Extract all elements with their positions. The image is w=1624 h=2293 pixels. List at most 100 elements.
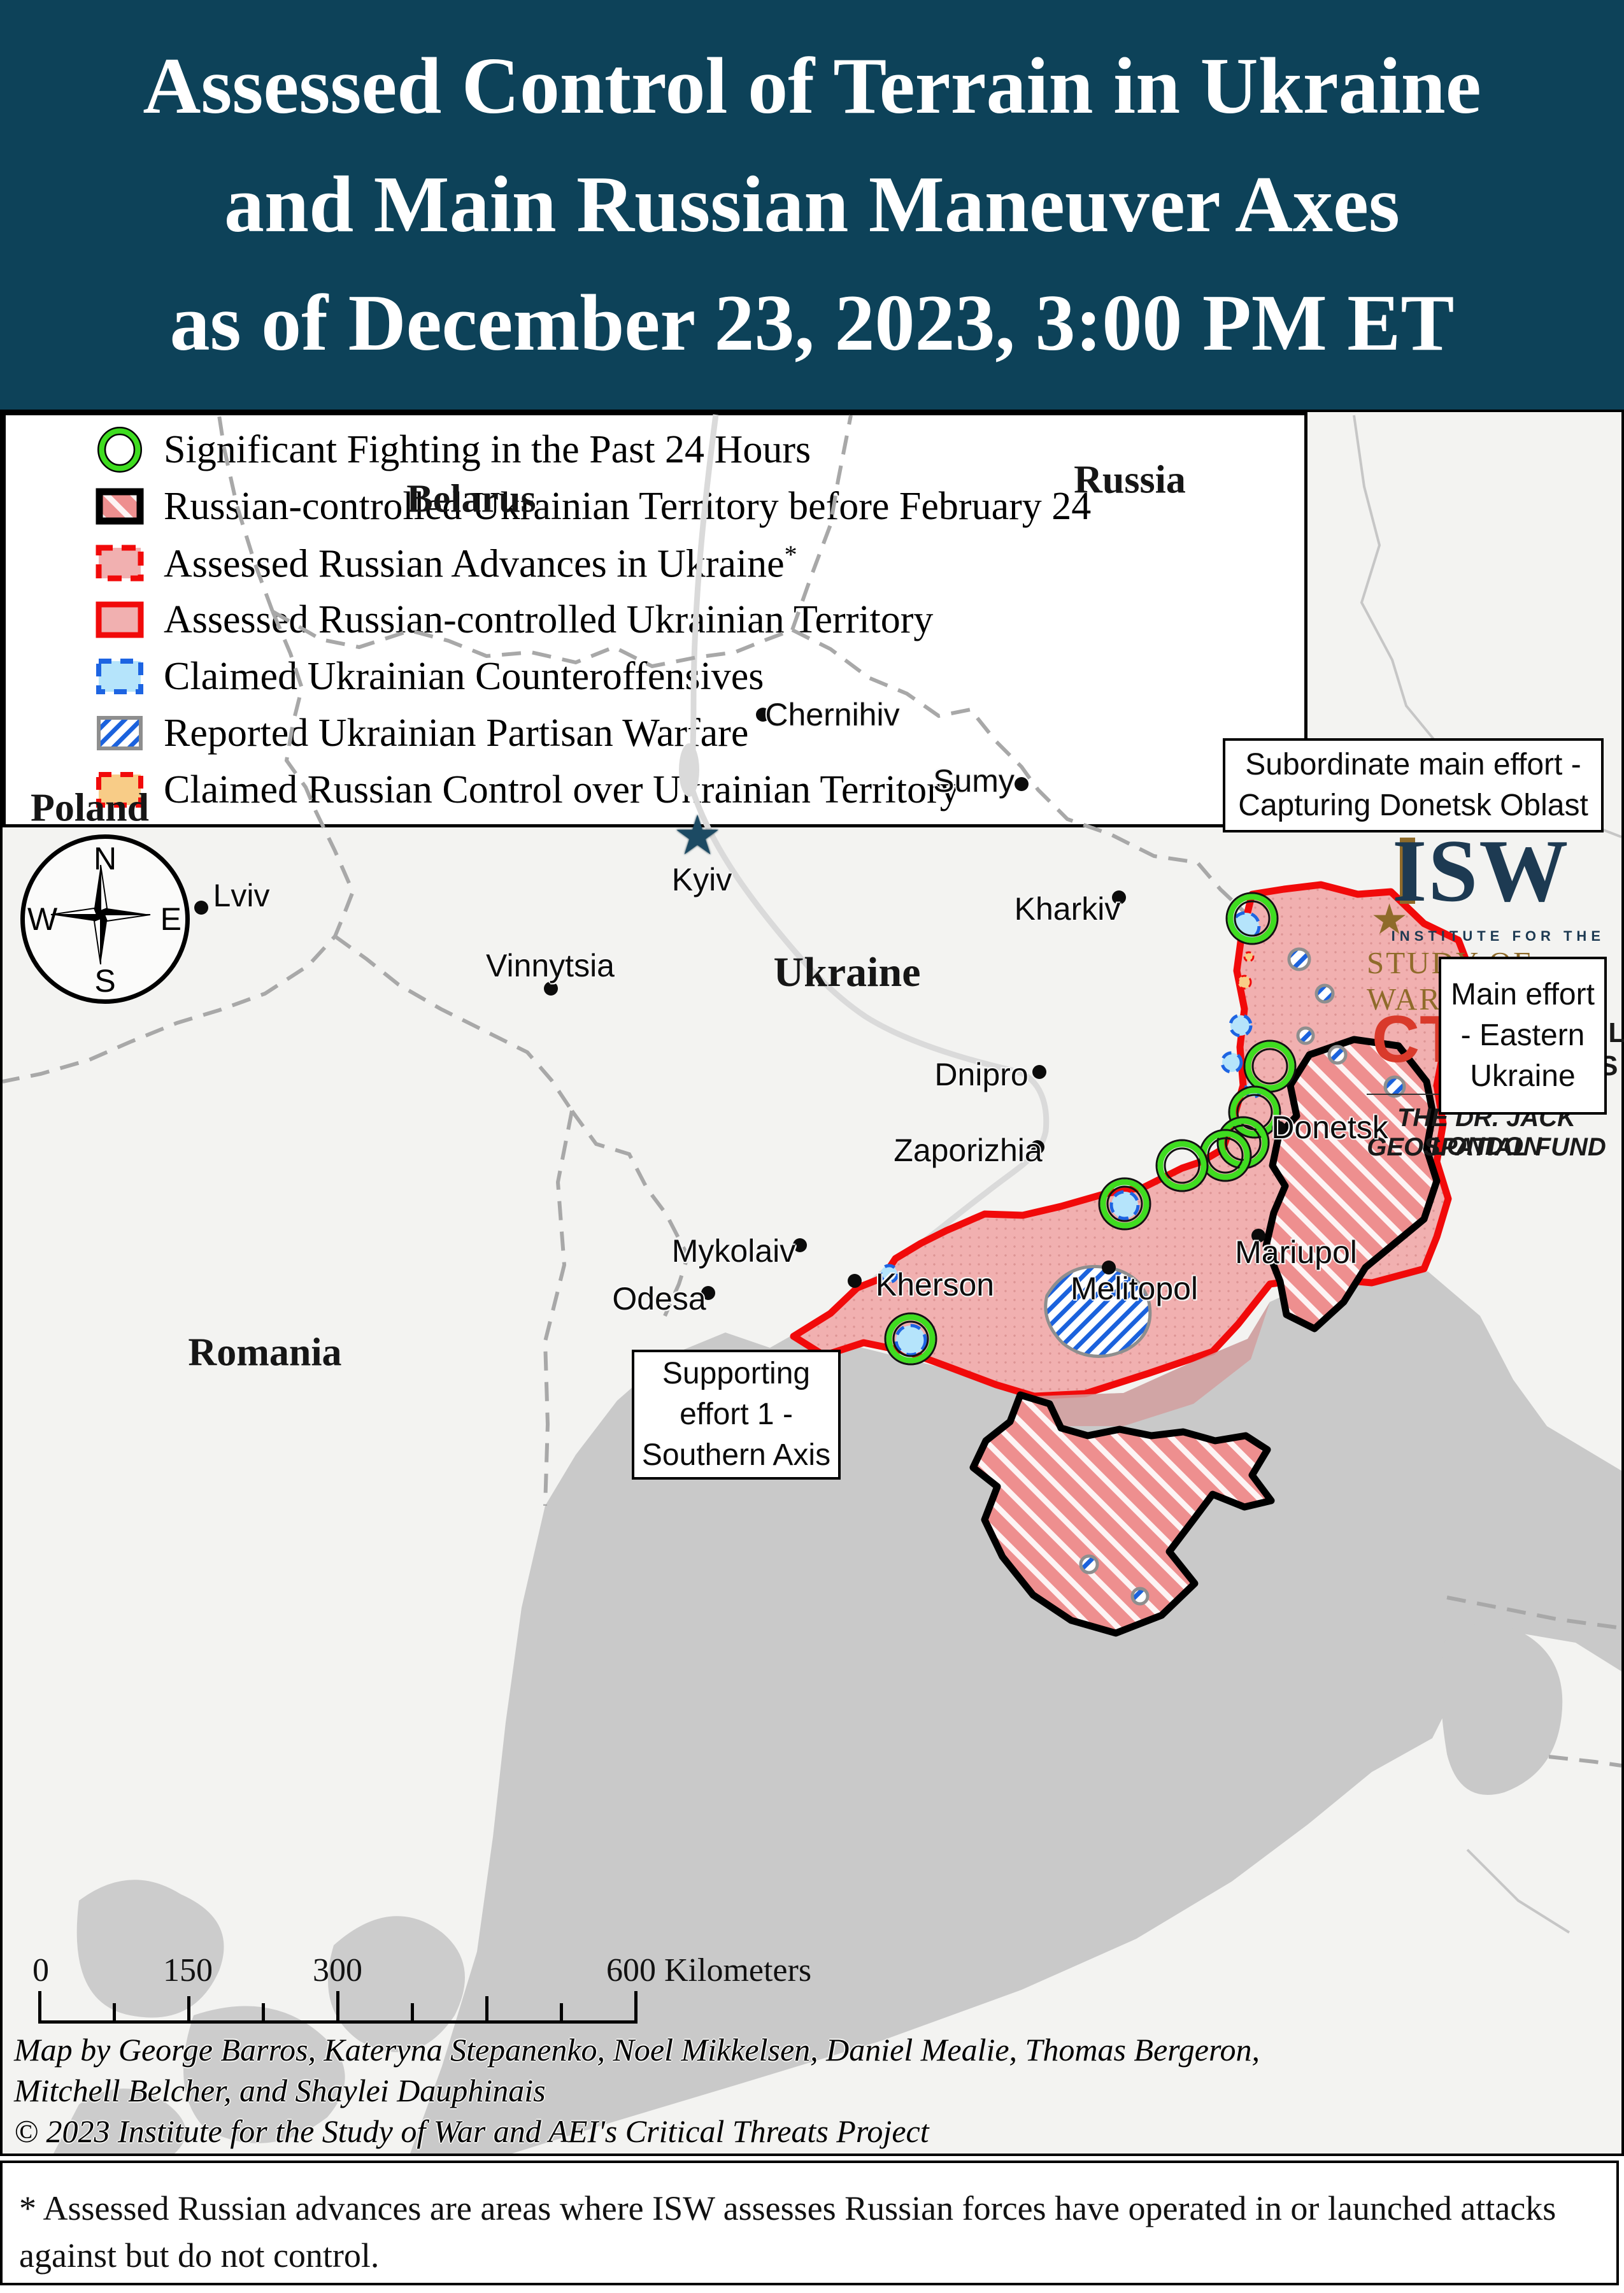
compass-east-label: E <box>160 901 182 937</box>
city-label-dnipro: Dnipro <box>934 1057 1029 1092</box>
city-dot-chernihiv <box>756 708 770 722</box>
isw-institute-text: INSTITUTE FOR THE <box>1391 928 1605 944</box>
scale-bar-line <box>38 1990 637 2024</box>
city-label-mykolaiv: Mykolaiv <box>671 1233 796 1269</box>
legend-label: Significant Fighting in the Past 24 Hour… <box>164 427 811 471</box>
isw-logo: ISW <box>1392 822 1570 920</box>
compass-north-label: N <box>93 841 117 876</box>
city-dot-kherson <box>848 1274 862 1288</box>
credits-line-3: © 2023 Institute for the Study of War an… <box>14 2113 929 2149</box>
black-sea-shape <box>410 1271 1621 2154</box>
legend-label: Reported Ukrainian Partisan Warfare <box>164 711 749 755</box>
city-dot-mykolaiv <box>793 1238 807 1252</box>
city-label-mariupol: Mariupol <box>1235 1234 1357 1270</box>
country-label-poland: Poland <box>30 786 150 830</box>
scale-label-150: 150 <box>163 1952 213 1989</box>
callout-line: Main effort <box>1451 978 1595 1011</box>
partisan-warfare-areas <box>1044 947 1406 1606</box>
city-label-lviv: Lviv <box>213 878 270 913</box>
callout-line: Southern Axis <box>641 1438 831 1472</box>
city-label-donetsk: Donetsk <box>1271 1110 1388 1145</box>
legend-label: Assessed Russian-controlled Ukrainian Te… <box>164 597 934 641</box>
city-label-odesa: Odesa <box>612 1281 706 1317</box>
legend-label: Russian-controlled Ukrainian Territory b… <box>164 484 1092 528</box>
callout-main-effort-eastern-ukraine: Main effort - Eastern Ukraine <box>1439 957 1607 1115</box>
compass-west-label: W <box>27 901 58 937</box>
map-title-banner: Assessed Control of Terrain in Ukraine a… <box>0 0 1624 410</box>
map-credits: Map by George Barros, Kateryna Stepanenk… <box>14 2029 1479 2152</box>
callout-line: Subordinate main effort - <box>1245 748 1581 782</box>
legend-row: Assessed Russian Advances in Ukraine* <box>95 536 1304 590</box>
claimed-russian-control-icon <box>96 772 143 808</box>
legend-row: Russian-controlled Ukrainian Territory b… <box>95 479 1304 534</box>
kyiv-star-icon: ★ <box>673 804 722 868</box>
footnote-asterisk: * <box>784 539 797 569</box>
isw-star-icon: ★ <box>1371 895 1409 944</box>
ukrainian-counteroffensives-icon <box>96 659 143 694</box>
city-dot-sumy <box>1015 777 1029 791</box>
callout-supporting-effort-southern-axis: Supporting effort 1 - Southern Axis <box>632 1350 841 1480</box>
prewar-crimea-territory <box>969 1391 1275 1637</box>
coastal-gray-masses <box>53 1880 465 2154</box>
city-dot-lviv <box>194 901 208 915</box>
isw-logo-gold-bar <box>1400 838 1415 904</box>
legend-row: Significant Fighting in the Past 24 Hour… <box>95 422 1304 477</box>
significant-fighting-icon <box>97 427 142 473</box>
city-label-sumy: Sumy <box>933 763 1015 799</box>
claimed-control-band <box>1028 1302 1270 1426</box>
city-dot-mariupol <box>1251 1229 1265 1243</box>
footnote-text: * Assessed Russian advances are areas wh… <box>19 2189 1556 2275</box>
city-dot-donetsk <box>1272 1121 1286 1135</box>
callout-line: Supporting <box>662 1357 811 1390</box>
callout-line: Capturing Donetsk Oblast <box>1238 789 1588 822</box>
russian-controlled-icon <box>96 601 144 638</box>
city-dot-zaporizhia <box>1030 1140 1044 1154</box>
city-label-melitopol: Melitopol <box>1070 1271 1199 1306</box>
legend-label: Claimed Ukrainian Counteroffensives <box>164 654 764 698</box>
city-label-kyiv: Kyiv <box>671 862 732 897</box>
compass-south-label: S <box>94 963 116 999</box>
city-dot-dnipro <box>1032 1065 1046 1079</box>
callout-subordinate-main-effort: Subordinate main effort - Capturing Done… <box>1223 738 1604 832</box>
claimed-russian-control-patches <box>1237 951 1255 990</box>
legend-row: Assessed Russian-controlled Ukrainian Te… <box>95 592 1304 647</box>
dnipro-river <box>688 414 1050 1318</box>
title-line-2: and Main Russian Maneuver Axes <box>224 160 1400 249</box>
city-label-chernihiv: Chernihiv <box>765 697 900 732</box>
prewar-donbas-territory <box>1262 1036 1441 1332</box>
country-borders <box>3 415 1621 1768</box>
city-label-vinnytsia: Vinnytsia <box>486 948 615 983</box>
city-label-zaporizhia: Zaporizhia <box>894 1132 1043 1168</box>
prewar-territory-icon <box>96 488 144 525</box>
legend-label: Claimed Russian Control over Ukrainian T… <box>164 768 960 811</box>
legend-row: Reported Ukrainian Partisan Warfare <box>95 706 1304 761</box>
city-label-kherson: Kherson <box>875 1267 995 1303</box>
credits-line-2: Mitchell Belcher, and Shaylei Dauphinais <box>14 2073 546 2108</box>
kyiv-reservoir <box>679 743 699 797</box>
city-dot-vinnytsia <box>544 982 558 996</box>
callout-line: effort 1 - <box>680 1397 793 1431</box>
reservoir-shape <box>1441 1624 1563 1795</box>
legend-row: Claimed Ukrainian Counteroffensives <box>95 649 1304 704</box>
title-line-1: Assessed Control of Terrain in Ukraine <box>143 41 1481 131</box>
city-label-kharkiv: Kharkiv <box>1014 891 1121 927</box>
city-dot-odesa <box>701 1286 715 1300</box>
compass-rose-icon: N E S W <box>20 834 190 1004</box>
country-label-belarus: Belarus <box>406 477 536 521</box>
geospatial-fund-line-2: GEOSPATIAL FUND <box>1367 1133 1606 1161</box>
legend-label: Assessed Russian Advances in Ukraine* <box>164 539 797 586</box>
scale-label-300: 300 <box>313 1952 362 1989</box>
city-dot-melitopol <box>1102 1261 1116 1275</box>
credits-line-1: Map by George Barros, Kateryna Stepanenk… <box>14 2032 1260 2068</box>
partisan-warfare-icon <box>97 716 143 750</box>
map-canvas: N E S W ISW ★ INSTITUTE FOR THE STUDY OF… <box>0 410 1624 2156</box>
city-dot-kharkiv <box>1112 890 1126 904</box>
map-legend: Significant Fighting in the Past 24 Hour… <box>3 412 1307 827</box>
terrain-map-graphic <box>3 414 1621 2154</box>
scale-label-600: 600 Kilometers <box>606 1952 812 1989</box>
footnote-box: * Assessed Russian advances are areas wh… <box>0 2161 1619 2285</box>
scale-label-0: 0 <box>32 1952 49 1989</box>
country-label-ukraine: Ukraine <box>773 949 921 996</box>
title-line-3: as of December 23, 2023, 3:00 PM ET <box>169 278 1455 368</box>
legend-row: Claimed Russian Control over Ukrainian T… <box>95 762 1304 817</box>
